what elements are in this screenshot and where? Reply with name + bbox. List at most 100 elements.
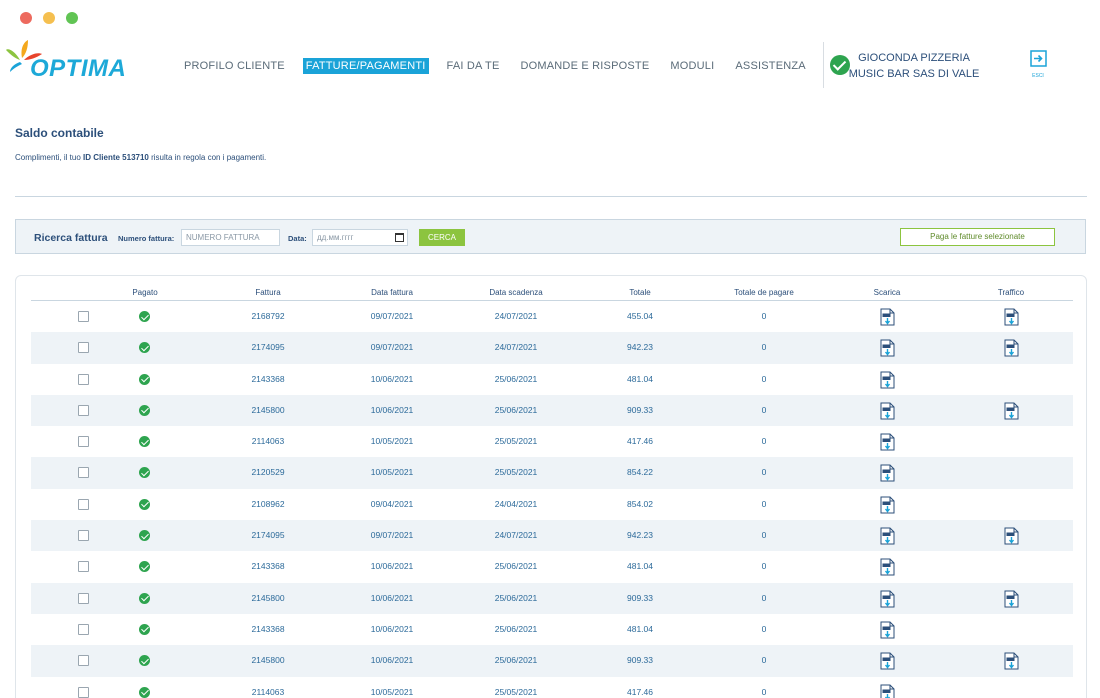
amount-due-cell: 0 xyxy=(761,436,767,447)
row-select-checkbox[interactable] xyxy=(78,436,89,448)
minimize-window-dot[interactable] xyxy=(43,12,55,24)
row-select-checkbox[interactable] xyxy=(78,342,89,354)
traffic-pdf-icon[interactable] xyxy=(1004,527,1019,545)
zoom-window-dot[interactable] xyxy=(66,12,78,24)
row-select-checkbox[interactable] xyxy=(78,592,89,604)
row-select-checkbox[interactable] xyxy=(78,311,89,322)
logout-button[interactable]: ESCI xyxy=(1028,50,1048,79)
invoice-number-cell: 2108962 xyxy=(251,498,285,509)
column-header: Pagato xyxy=(132,288,158,297)
pdf-download-icon[interactable] xyxy=(880,339,895,357)
total-cell: 909.33 xyxy=(627,655,653,666)
amount-due-cell: 0 xyxy=(761,467,767,478)
row-select-checkbox[interactable] xyxy=(78,561,89,573)
pdf-download-icon[interactable] xyxy=(880,371,895,389)
due-date-cell: 25/06/2021 xyxy=(494,373,538,384)
row-select-checkbox[interactable] xyxy=(78,373,89,385)
paid-check-icon xyxy=(139,686,150,698)
total-cell: 942.23 xyxy=(627,342,653,353)
column-header: Data scadenza xyxy=(489,288,543,297)
traffic-pdf-icon[interactable] xyxy=(1004,402,1019,420)
paid-check-icon xyxy=(139,467,150,479)
date-input[interactable]: дд.мм.гггг xyxy=(312,229,408,246)
paid-check-icon xyxy=(139,592,150,604)
invoice-number-cell: 2120529 xyxy=(251,467,285,478)
pdf-download-icon[interactable] xyxy=(880,402,895,420)
row-select-checkbox[interactable] xyxy=(78,686,89,698)
pdf-download-icon[interactable] xyxy=(880,558,895,576)
pdf-download-icon[interactable] xyxy=(880,652,895,670)
table-row: 2143368 10/06/2021 25/06/2021 481.04 0 xyxy=(31,364,1073,395)
traffic-pdf-icon[interactable] xyxy=(1004,590,1019,608)
pdf-download-icon[interactable] xyxy=(880,590,895,608)
due-date-cell: 25/05/2021 xyxy=(494,467,538,478)
traffic-pdf-icon[interactable] xyxy=(1004,652,1019,670)
pdf-download-icon[interactable] xyxy=(880,527,895,545)
invoice-date-cell: 10/06/2021 xyxy=(370,623,414,634)
nav-item-domande-e-risposte[interactable]: DOMANDE E RISPOSTE xyxy=(520,60,650,72)
invoices-table: Pagato Fattura Data fattura Data scadenza To… xyxy=(15,275,1087,698)
pdf-download-icon[interactable] xyxy=(880,496,895,514)
table-row: 2114063 10/05/2021 25/05/2021 417.46 0 xyxy=(31,426,1073,457)
due-date-cell: 25/05/2021 xyxy=(494,686,538,697)
close-window-dot[interactable] xyxy=(20,12,32,24)
paid-check-icon xyxy=(139,623,150,635)
table-row: 2143368 10/06/2021 25/06/2021 481.04 0 xyxy=(31,551,1073,582)
invoice-number-cell: 2168792 xyxy=(251,311,285,321)
optima-logo-icon[interactable] xyxy=(6,40,136,82)
invoice-date-cell: 10/06/2021 xyxy=(370,592,414,603)
due-date-cell: 25/06/2021 xyxy=(494,655,538,666)
nav-item-fatture-pagamenti[interactable]: FATTURE/PAGAMENTI xyxy=(302,58,429,74)
nav-item-fai-da-te[interactable]: FAI DA TE xyxy=(446,60,500,72)
pdf-download-icon[interactable] xyxy=(880,684,895,698)
table-row: 2174095 09/07/2021 24/07/2021 942.23 0 xyxy=(31,520,1073,552)
total-cell: 942.23 xyxy=(627,530,653,541)
nav-item-profilo-cliente[interactable]: PROFILO CLIENTE xyxy=(184,60,285,72)
amount-due-cell: 0 xyxy=(761,498,767,509)
traffic-pdf-icon[interactable] xyxy=(1004,339,1019,357)
amount-due-cell: 0 xyxy=(761,623,767,634)
total-cell: 455.04 xyxy=(627,311,653,321)
due-date-cell: 25/06/2021 xyxy=(494,404,538,415)
logout-icon xyxy=(1029,50,1047,67)
invoice-number-cell: 2143368 xyxy=(251,561,285,572)
pdf-download-icon[interactable] xyxy=(880,464,895,482)
traffic-pdf-icon[interactable] xyxy=(1004,308,1019,326)
total-cell: 417.46 xyxy=(627,686,653,697)
total-cell: 909.33 xyxy=(627,592,653,603)
table-row: 2143368 10/06/2021 25/06/2021 481.04 0 xyxy=(31,614,1073,645)
table-body: 2168792 09/07/2021 24/07/2021 455.04 0 217409… xyxy=(31,301,1073,698)
invoice-date-cell: 10/05/2021 xyxy=(370,467,414,478)
pdf-download-icon[interactable] xyxy=(880,621,895,639)
client-id: ID Cliente 513710 xyxy=(83,153,149,162)
row-select-checkbox[interactable] xyxy=(78,530,89,542)
invoice-number-cell: 2174095 xyxy=(251,530,285,541)
date-placeholder: дд.мм.гггг xyxy=(317,233,354,242)
invoice-number-input[interactable]: NUMERO FATTURA xyxy=(181,229,280,246)
invoice-date-cell: 10/05/2021 xyxy=(370,686,414,697)
calendar-icon[interactable] xyxy=(395,233,404,242)
pay-selected-button[interactable]: Paga le fatture selezionate xyxy=(900,228,1055,246)
row-select-checkbox[interactable] xyxy=(78,404,89,416)
total-cell: 481.04 xyxy=(627,561,653,572)
invoice-date-cell: 10/06/2021 xyxy=(370,373,414,384)
saldo-msg-post: risulta in regola con i pagamenti. xyxy=(151,153,267,162)
amount-due-cell: 0 xyxy=(761,311,767,321)
invoice-date-cell: 10/06/2021 xyxy=(370,404,414,415)
nav-item-moduli[interactable]: MODULI xyxy=(670,60,715,72)
row-select-checkbox[interactable] xyxy=(78,623,89,635)
amount-due-cell: 0 xyxy=(761,686,767,697)
search-button[interactable]: CERCA xyxy=(419,229,465,246)
column-header: Totale xyxy=(629,288,651,297)
pdf-download-icon[interactable] xyxy=(880,308,895,326)
amount-due-cell: 0 xyxy=(761,655,767,666)
invoice-date-cell: 09/07/2021 xyxy=(370,530,414,541)
row-select-checkbox[interactable] xyxy=(78,655,89,667)
total-cell: 909.33 xyxy=(627,404,653,415)
nav-item-assistenza[interactable]: ASSISTENZA xyxy=(735,60,806,72)
invoice-date-cell: 09/07/2021 xyxy=(370,311,414,321)
row-select-checkbox[interactable] xyxy=(78,467,89,479)
pdf-download-icon[interactable] xyxy=(880,433,895,451)
invoice-search-panel: Ricerca fattura Numero fattura: NUMERO F… xyxy=(15,219,1086,254)
row-select-checkbox[interactable] xyxy=(78,498,89,510)
